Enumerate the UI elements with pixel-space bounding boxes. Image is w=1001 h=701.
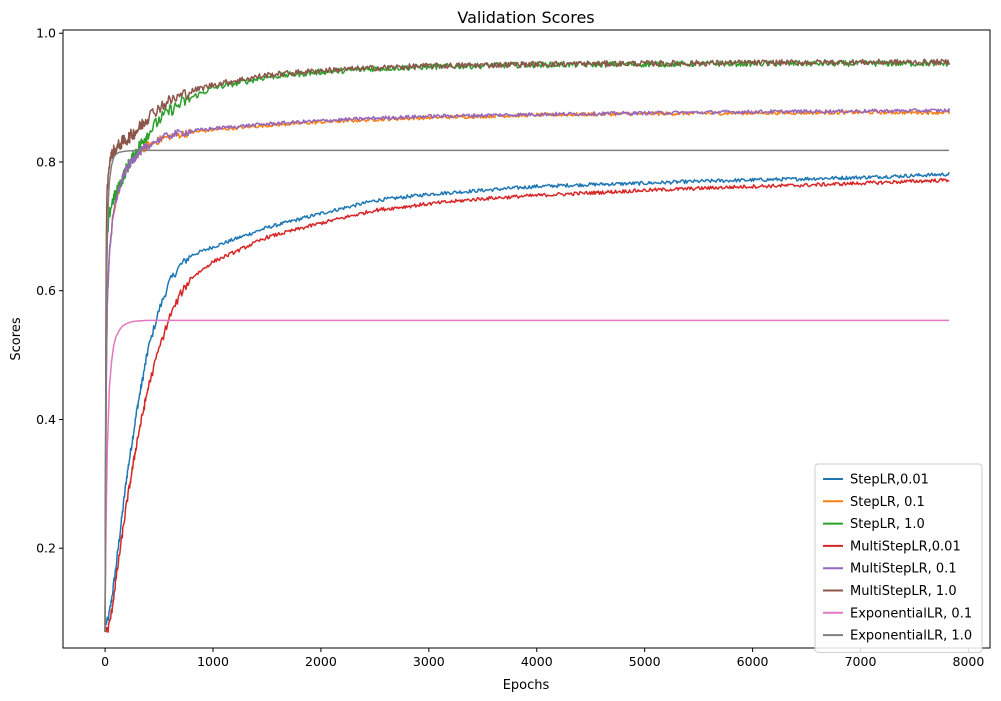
- x-tick-label: 8000: [953, 654, 985, 669]
- legend-label: StepLR, 0.1: [850, 495, 925, 510]
- y-axis-label: Scores: [9, 317, 24, 360]
- y-tick-label: 1.0: [36, 26, 56, 41]
- chart-title: Validation Scores: [457, 8, 594, 27]
- x-tick-label: 6000: [737, 654, 769, 669]
- series-line-0: [104, 171, 950, 626]
- legend-label: MultiStepLR, 1.0: [850, 584, 957, 599]
- x-axis: 0 1000 2000 3000 4000 5000 6000 7000 8000: [101, 648, 984, 669]
- series-lines: [104, 58, 950, 633]
- series-line-4: [104, 108, 950, 632]
- legend-label: MultiStepLR, 0.1: [850, 562, 957, 577]
- x-tick-label: 2000: [305, 654, 337, 669]
- x-tick-label: 1000: [197, 654, 229, 669]
- series-line-7: [104, 149, 949, 632]
- x-tick-label: 3000: [413, 654, 445, 669]
- x-tick-label: 7000: [845, 654, 877, 669]
- legend-label: StepLR, 1.0: [850, 517, 925, 532]
- x-tick-label: 5000: [629, 654, 661, 669]
- x-tick-label: 4000: [521, 654, 553, 669]
- legend-label: MultiStepLR,0.01: [850, 539, 961, 554]
- legend-label: StepLR,0.01: [850, 473, 929, 488]
- plot-frame: [62, 29, 991, 649]
- series-line-5: [104, 58, 950, 632]
- legend-label: ExponentialLR, 1.0: [850, 629, 972, 644]
- x-axis-label: Epochs: [503, 678, 550, 693]
- series-line-3: [104, 177, 950, 633]
- y-axis: 0.2 0.4 0.6 0.8 1.0: [36, 26, 63, 556]
- y-tick-label: 0.8: [36, 154, 56, 169]
- series-line-1: [104, 109, 950, 632]
- x-tick-label: 0: [101, 654, 109, 669]
- y-tick-label: 0.4: [36, 412, 56, 427]
- legend-label: ExponentialLR, 0.1: [850, 606, 972, 621]
- y-tick-label: 0.2: [36, 541, 56, 556]
- legend: StepLR,0.01 StepLR, 0.1 StepLR, 1.0 MultiSt…: [814, 463, 983, 653]
- y-tick-label: 0.6: [36, 283, 56, 298]
- series-line-6: [104, 319, 949, 613]
- plot-area: [62, 29, 991, 649]
- legend-frame: [814, 463, 983, 653]
